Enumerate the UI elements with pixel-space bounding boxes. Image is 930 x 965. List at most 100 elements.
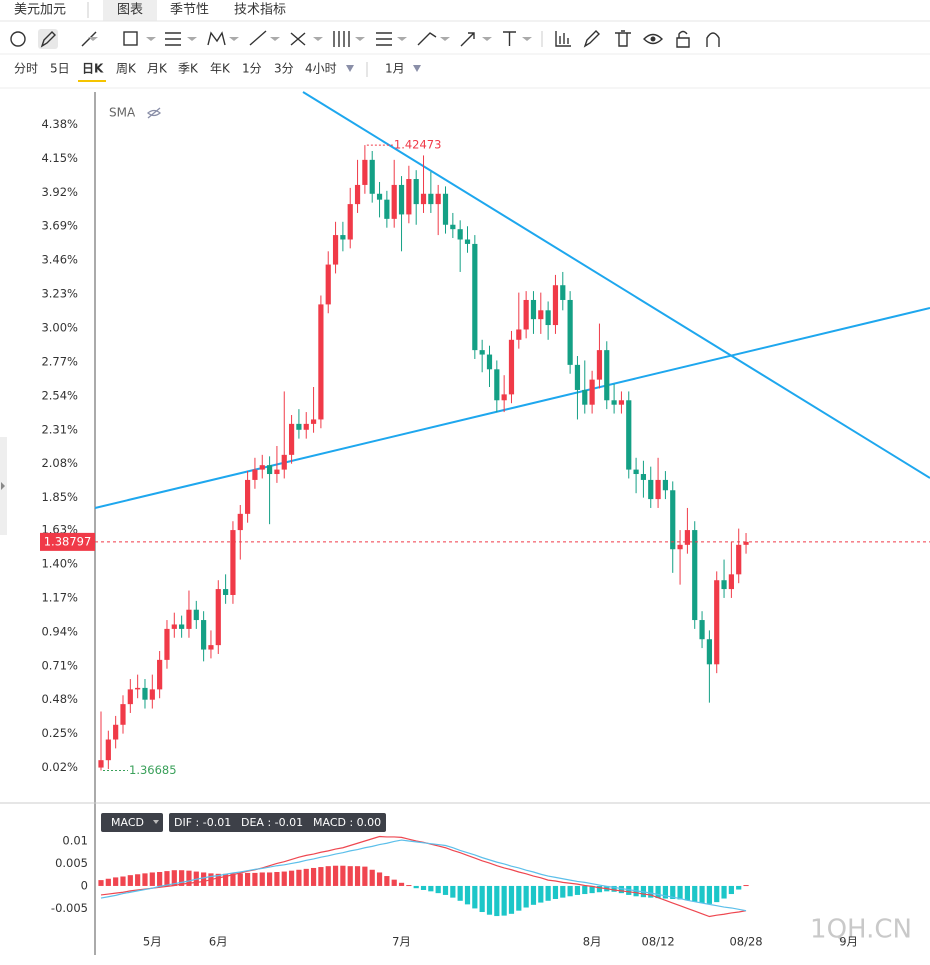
tool-icon[interactable]	[615, 30, 631, 47]
candle-body	[142, 687, 148, 700]
macd-histogram-bar	[457, 885, 463, 901]
candle-body	[457, 229, 463, 240]
tool-icon[interactable]	[676, 30, 690, 48]
tab[interactable]: 技术指标	[234, 3, 286, 18]
timeframe[interactable]: 周K	[116, 62, 137, 76]
candle-body	[406, 179, 412, 215]
tool-icon[interactable]	[333, 31, 350, 47]
macd-histogram-bar	[296, 869, 302, 886]
y-tick-label: 2.54%	[41, 388, 78, 402]
tab[interactable]: 季节性	[170, 3, 209, 18]
tool-icon[interactable]	[555, 31, 571, 47]
candle-body	[362, 159, 368, 185]
tool-icon[interactable]	[503, 31, 516, 46]
timeframe[interactable]: 季K	[178, 62, 199, 76]
tool-icon[interactable]	[207, 31, 226, 46]
candle-body	[193, 609, 199, 621]
macd-histogram-bar	[626, 885, 632, 895]
y-tick-label: 3.23%	[41, 287, 78, 301]
timeframe[interactable]: 5日	[50, 62, 70, 76]
candle-body	[523, 299, 529, 330]
timeframe[interactable]: 4小时	[305, 62, 337, 76]
macd-histogram-bar	[538, 885, 544, 903]
candle-body	[164, 628, 170, 660]
candle-body	[692, 530, 698, 621]
candle-body	[626, 400, 632, 470]
candle-body	[201, 620, 207, 650]
candle-body	[245, 479, 251, 514]
macd-histogram-bar	[648, 885, 654, 898]
tool-icon[interactable]	[40, 31, 56, 48]
hide-icon[interactable]	[146, 107, 162, 119]
macd-histogram-bar	[567, 885, 573, 897]
tab[interactable]: 美元加元	[14, 3, 66, 18]
range-selector[interactable]: 1月	[385, 62, 405, 76]
macd-histogram-bar	[391, 879, 397, 886]
y-tick-label: 1.85%	[41, 490, 78, 504]
macd-histogram-bar	[508, 885, 515, 914]
tool-icon[interactable]	[10, 31, 26, 47]
macd-histogram-bar	[376, 872, 383, 886]
candle-body	[266, 465, 273, 475]
macd-readout-bg	[169, 813, 386, 832]
candle-body	[318, 304, 324, 420]
x-tick-label: 7月	[392, 935, 411, 949]
timeframe[interactable]: 日K	[82, 62, 104, 76]
macd-histogram-bar	[274, 872, 280, 886]
timeframe[interactable]: 月K	[147, 62, 168, 76]
tool-icon[interactable]	[460, 32, 475, 47]
candle-body	[252, 469, 258, 480]
tool-icon[interactable]	[290, 32, 306, 46]
macd-histogram-bar	[728, 885, 734, 895]
tool-icon[interactable]	[417, 32, 437, 46]
macd-histogram-bar	[201, 872, 207, 886]
tool-icon[interactable]	[165, 32, 181, 46]
x-tick-label: 6月	[209, 935, 228, 949]
y-tick-label: 2.31%	[41, 422, 78, 436]
macd-histogram-bar	[259, 872, 265, 886]
macd-histogram-bar	[105, 878, 111, 886]
candle-body	[135, 687, 141, 690]
trend-line[interactable]	[94, 307, 930, 509]
macd-histogram-bar	[670, 885, 676, 899]
tool-icon[interactable]	[123, 31, 138, 46]
candle-body	[567, 299, 573, 365]
trend-line[interactable]	[302, 91, 930, 479]
tool-icon[interactable]	[249, 30, 267, 46]
dropdown-arrow[interactable]	[346, 65, 421, 72]
candle-body	[472, 243, 478, 351]
candle-body	[655, 479, 661, 500]
macd-histogram-bar	[699, 885, 705, 904]
macd-histogram-bar	[332, 865, 339, 886]
macd-histogram-bar	[435, 885, 441, 894]
y-tick-label: 4.15%	[41, 151, 78, 165]
tool-icon[interactable]	[376, 32, 392, 46]
tool-icon[interactable]	[706, 32, 720, 47]
candle-body	[582, 389, 588, 405]
tool-active-bg	[38, 29, 58, 49]
candle-body	[721, 580, 727, 590]
y-tick-label: -0.005	[51, 901, 88, 915]
timeframe[interactable]: 1分	[242, 62, 262, 76]
candle-body	[538, 310, 544, 320]
candle-body	[640, 474, 647, 480]
timeframe[interactable]: 3分	[274, 62, 294, 76]
candle-body	[281, 454, 287, 470]
candle-body	[296, 423, 302, 430]
dropdown-arrow[interactable]	[88, 37, 532, 41]
tool-icon[interactable]	[643, 33, 663, 45]
timeframe[interactable]: 年K	[210, 62, 231, 76]
y-tick-label: 0.71%	[41, 658, 78, 672]
timeframe[interactable]: 分时	[14, 62, 38, 76]
macd-histogram-bar	[618, 885, 625, 894]
macd-histogram-bar	[464, 885, 471, 905]
tool-icon[interactable]	[81, 31, 97, 47]
candle-body	[369, 159, 375, 194]
candle-body	[670, 490, 676, 550]
macd-histogram-bar	[589, 885, 595, 894]
candle-body	[149, 689, 155, 700]
tool-icon[interactable]	[583, 30, 600, 48]
macd-histogram-bar	[479, 885, 485, 913]
macd-button[interactable]	[101, 813, 163, 832]
tab[interactable]: 图表	[117, 3, 143, 18]
